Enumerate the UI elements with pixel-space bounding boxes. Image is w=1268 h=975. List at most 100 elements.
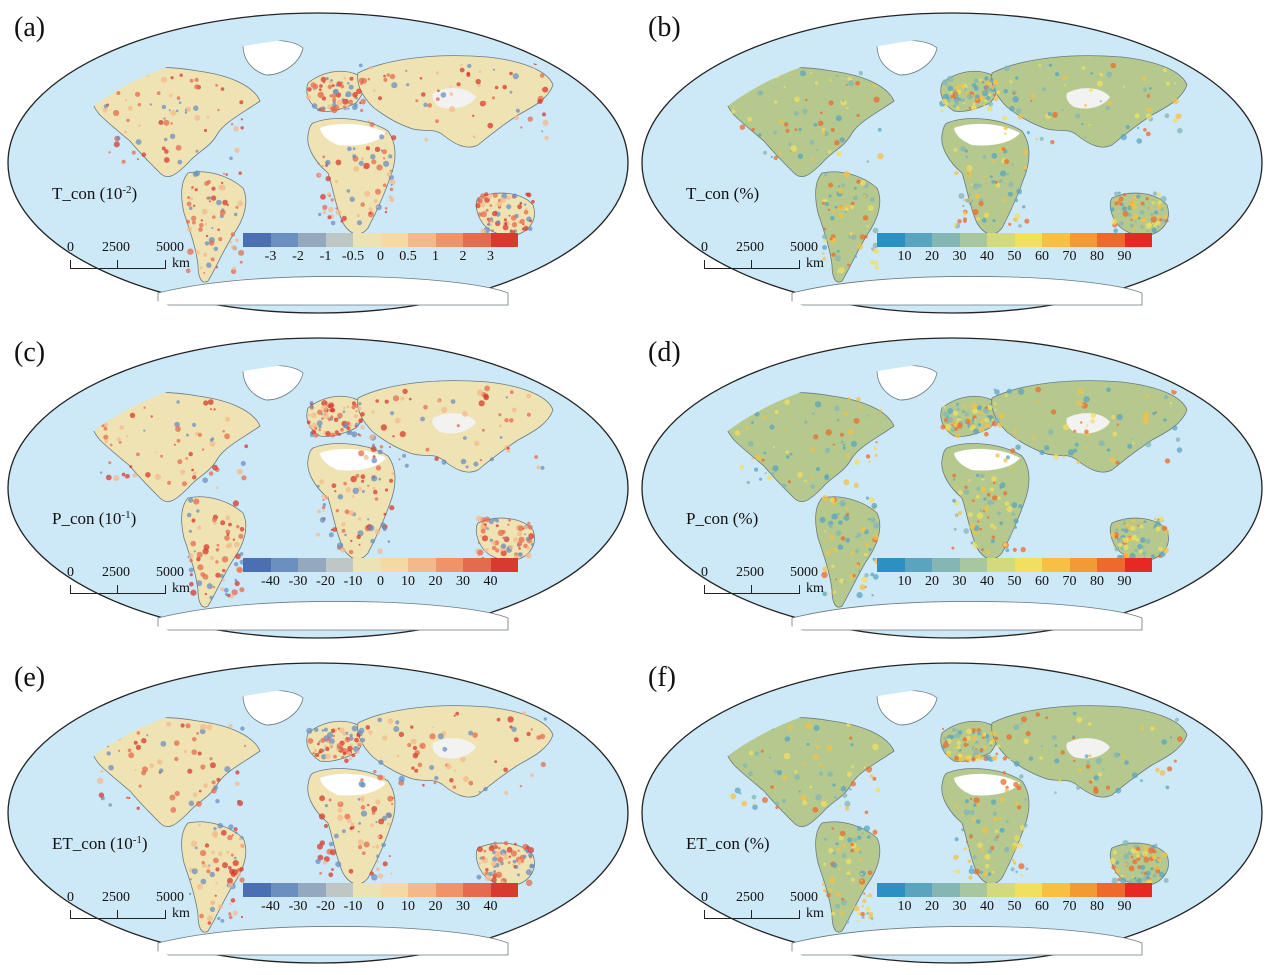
value-speckle [1132, 213, 1139, 220]
value-speckle [516, 531, 523, 537]
value-speckle [228, 866, 232, 870]
value-speckle [384, 207, 388, 210]
value-speckle [1161, 854, 1164, 857]
value-speckle [468, 780, 474, 786]
value-speckle [319, 840, 325, 846]
value-speckle [209, 595, 214, 600]
value-speckle [327, 732, 334, 739]
value-speckle [872, 743, 879, 751]
value-speckle [459, 63, 463, 67]
value-speckle [1050, 409, 1057, 415]
value-speckle [350, 475, 357, 483]
value-speckle [381, 842, 386, 848]
value-speckle [828, 887, 833, 892]
value-speckle [347, 146, 352, 152]
value-speckle [360, 108, 364, 113]
value-speckle [1130, 203, 1137, 210]
value-speckle [477, 549, 484, 556]
legend-tick-label: 0 [377, 249, 384, 264]
value-speckle [180, 469, 186, 475]
value-speckle [1044, 445, 1050, 451]
value-speckle [511, 222, 518, 228]
value-speckle [824, 530, 827, 533]
value-speckle [198, 789, 202, 793]
value-speckle [163, 157, 170, 163]
value-speckle [1116, 423, 1119, 426]
value-speckle [990, 846, 995, 850]
value-speckle [351, 494, 355, 498]
value-speckle [212, 585, 216, 589]
value-speckle [788, 724, 793, 730]
value-speckle [981, 827, 989, 834]
value-speckle [445, 763, 452, 770]
value-speckle [368, 525, 375, 532]
value-speckle [435, 97, 440, 101]
value-speckle [991, 418, 995, 422]
value-speckle [873, 522, 880, 529]
value-speckle [778, 151, 782, 155]
value-speckle [842, 446, 846, 450]
value-speckle [487, 222, 491, 226]
value-speckle [1054, 791, 1057, 794]
value-speckle [168, 93, 173, 98]
value-speckle [393, 726, 400, 732]
value-speckle [1123, 85, 1126, 88]
value-speckle [358, 434, 362, 437]
value-speckle [988, 872, 992, 876]
value-speckle [206, 869, 211, 874]
value-speckle [337, 432, 341, 436]
value-speckle [113, 475, 120, 482]
value-speckle [462, 411, 468, 417]
value-speckle [228, 882, 234, 888]
legend-swatch [325, 558, 353, 572]
value-speckle [1118, 196, 1124, 202]
value-speckle [212, 464, 218, 471]
value-speckle [987, 404, 993, 411]
panel-label: (b) [648, 12, 681, 43]
value-speckle [812, 754, 819, 760]
legend-swatch [932, 558, 960, 572]
value-speckle [1125, 522, 1130, 527]
value-speckle [390, 184, 393, 186]
value-speckle [1076, 716, 1083, 723]
scale-bar-unit: km [806, 581, 824, 596]
value-speckle [205, 234, 209, 238]
value-speckle [367, 484, 370, 487]
legend-tick-label: 90 [1117, 249, 1132, 264]
value-speckle [352, 147, 356, 151]
value-speckle [412, 745, 418, 751]
value-speckle [865, 766, 873, 773]
value-speckle [337, 542, 344, 549]
value-speckle [820, 111, 823, 115]
value-speckle [838, 212, 844, 219]
value-speckle [197, 432, 202, 437]
value-speckle [543, 717, 547, 721]
value-speckle [1109, 457, 1116, 463]
value-speckle [521, 860, 524, 863]
value-speckle [353, 166, 360, 172]
value-speckle [993, 96, 999, 102]
value-speckle [1175, 113, 1182, 120]
legend-swatch [877, 233, 905, 247]
legend-tick-label: 40 [483, 574, 498, 589]
value-speckle [489, 204, 493, 207]
value-speckle [841, 183, 845, 187]
value-speckle [108, 151, 111, 154]
value-speckle [963, 809, 970, 816]
value-speckle [839, 830, 846, 837]
value-speckle [982, 732, 987, 737]
value-speckle [864, 552, 868, 557]
value-speckle [177, 459, 183, 465]
value-speckle [800, 794, 807, 801]
value-speckle [822, 566, 828, 573]
value-speckle [360, 425, 365, 430]
value-speckle [971, 403, 978, 410]
value-speckle [104, 439, 108, 444]
value-speckle [211, 788, 217, 794]
value-speckle [337, 801, 344, 808]
value-speckle [154, 473, 161, 480]
value-speckle [1035, 712, 1041, 717]
value-speckle [347, 745, 353, 752]
value-speckle [1125, 124, 1130, 130]
value-speckle [835, 115, 842, 122]
